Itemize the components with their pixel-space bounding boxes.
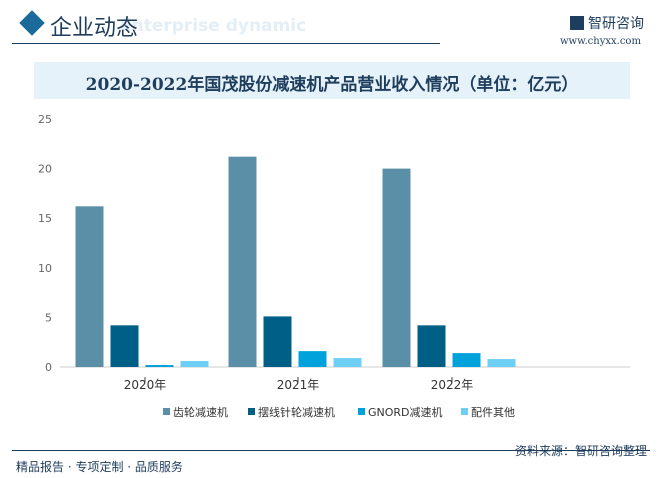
y-tick-label: 5 (45, 311, 52, 324)
header-ghost-text: Enterprise dynamic (120, 16, 307, 36)
chart-title: 2020-2022年国茂股份减速机产品营业收入情况（单位：亿元） (85, 75, 579, 95)
bar-2-2020年 (110, 325, 139, 367)
bar-2-2022年 (417, 325, 446, 367)
y-tick-label: 10 (38, 262, 52, 275)
section-title: 企业动态 (50, 16, 139, 41)
legend-label: GNORD减速机 (368, 405, 443, 419)
legend-swatch (358, 408, 365, 415)
footer-slogan: 精品报告 · 专项定制 · 品质服务 (16, 460, 183, 474)
brand-logo-icon (570, 16, 584, 30)
bar-1-2022年 (382, 168, 411, 367)
brand: 智研咨询 (570, 13, 644, 33)
legend-label: 配件其他 (471, 406, 515, 419)
legend-swatch (163, 408, 170, 415)
legend-label: 齿轮减速机 (173, 405, 228, 419)
bar-4-2021年 (333, 358, 362, 367)
bar-1-2021年 (228, 156, 257, 367)
footer-source: 资料来源：智研咨询整理 (514, 444, 647, 458)
footer-divider (12, 450, 650, 451)
bar-3-2022年 (452, 353, 481, 367)
header-divider (12, 43, 440, 44)
bar-2-2021年 (263, 316, 292, 367)
x-tick-label: 2022年 (431, 378, 474, 392)
bar-4-2020年 (180, 361, 209, 367)
legend-swatch (461, 408, 468, 415)
y-tick-label: 15 (38, 212, 52, 225)
y-tick-label: 20 (38, 163, 52, 176)
bar-4-2022年 (487, 359, 516, 367)
x-tick-label: 2020年 (124, 378, 167, 392)
brand-url: www.chyxx.com (560, 36, 641, 47)
chart-title-box: 2020-2022年国茂股份减速机产品营业收入情况（单位：亿元） (34, 62, 630, 99)
legend-swatch (248, 408, 255, 415)
bar-1-2020年 (75, 206, 104, 367)
x-tick-label: 2021年 (277, 378, 320, 392)
y-tick-label: 25 (38, 113, 52, 126)
brand-name: 智研咨询 (588, 16, 644, 32)
bar-3-2021年 (298, 351, 327, 367)
bar-3-2020年 (145, 365, 174, 367)
y-tick-label: 0 (45, 361, 52, 374)
legend-label: 摆线针轮减速机 (258, 405, 335, 419)
